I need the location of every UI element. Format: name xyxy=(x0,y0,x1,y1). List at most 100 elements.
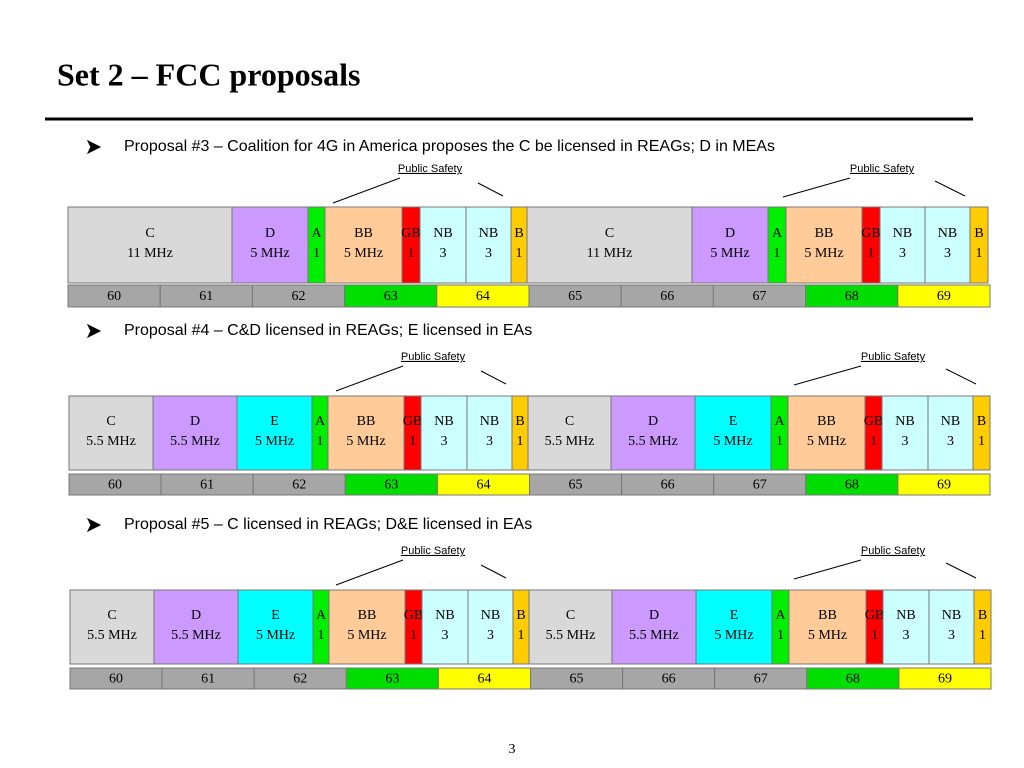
block-size: 5.5 MHz xyxy=(546,628,596,643)
pointer-line xyxy=(793,365,862,386)
spectrum-block xyxy=(879,206,926,284)
pointer-line xyxy=(782,177,851,198)
block-size: 5 MHz xyxy=(808,628,847,643)
channel-label: 69 xyxy=(937,478,951,493)
block-name: NB xyxy=(938,226,957,241)
block-size: 5 MHz xyxy=(346,434,385,449)
block-name: NB xyxy=(433,226,452,241)
block-name: NB xyxy=(480,414,499,429)
spectrum-block xyxy=(610,395,696,471)
channel-label: 65 xyxy=(568,289,582,304)
block-size: 11 MHz xyxy=(127,246,173,261)
spectrum-block xyxy=(611,589,697,665)
block-name: BB xyxy=(354,226,373,241)
block-size: 11 MHz xyxy=(587,246,633,261)
block-size: 1 xyxy=(516,246,523,261)
spectrum-block xyxy=(785,206,863,284)
channel-label: 68 xyxy=(845,478,859,493)
spectrum-block xyxy=(767,206,787,284)
spectrum-block xyxy=(527,395,612,471)
pointer-line xyxy=(945,562,977,579)
spectrum-block xyxy=(404,589,423,665)
block-size: 1 xyxy=(313,246,320,261)
block-size: 5.5 MHz xyxy=(86,434,136,449)
block-name: BB xyxy=(357,414,376,429)
block-name: GB xyxy=(865,608,884,623)
block-size: 1 xyxy=(868,246,875,261)
channel-label: 63 xyxy=(385,672,399,687)
proposal-text: Proposal #3 – Coalition for 4G in Americ… xyxy=(124,138,775,155)
block-name: A xyxy=(774,414,785,429)
spectrum-block xyxy=(973,589,992,665)
block-size: 5.5 MHz xyxy=(171,628,221,643)
block-size: 1 xyxy=(517,434,524,449)
channel-label: 62 xyxy=(293,672,307,687)
channel-label: 61 xyxy=(199,289,213,304)
channel-cell xyxy=(898,667,992,690)
block-size: 5.5 MHz xyxy=(170,434,220,449)
channel-cell xyxy=(897,284,991,308)
block-name: NB xyxy=(434,414,453,429)
channel-label: 62 xyxy=(292,289,306,304)
spectrum-block xyxy=(694,395,772,471)
pointer-line xyxy=(335,559,404,586)
block-name: B xyxy=(515,414,524,429)
spectrum-block xyxy=(312,589,330,665)
annotation: Public Safety xyxy=(861,351,926,363)
spectrum-block xyxy=(526,206,693,284)
spectrum-block xyxy=(153,589,239,665)
block-name: NB xyxy=(942,608,961,623)
block-size: 5.5 MHz xyxy=(545,434,595,449)
spectrum-block xyxy=(67,206,233,284)
spectrum-block xyxy=(324,206,403,284)
block-name: NB xyxy=(941,414,960,429)
proposal-text: Proposal #4 – C&D licensed in REAGs; E l… xyxy=(124,322,532,339)
channel-label: 64 xyxy=(476,478,490,493)
channel-label: 64 xyxy=(477,672,491,687)
channel-label: 67 xyxy=(753,289,767,304)
block-size: 3 xyxy=(899,246,906,261)
spectrum-block xyxy=(465,206,512,284)
page-number: 3 xyxy=(509,742,516,757)
block-size: 1 xyxy=(976,246,983,261)
block-name: B xyxy=(977,414,986,429)
spectrum-block xyxy=(152,395,238,471)
block-name: D xyxy=(191,608,201,623)
block-size: 3 xyxy=(485,246,492,261)
annotation: Public Safety xyxy=(401,545,466,557)
block-size: 5 MHz xyxy=(710,246,749,261)
spectrum-block xyxy=(927,395,974,471)
block-size: 5.5 MHz xyxy=(629,628,679,643)
spectrum-block xyxy=(421,589,469,665)
spectrum-block xyxy=(691,206,769,284)
spectrum-block xyxy=(770,395,789,471)
spectrum-block xyxy=(788,589,867,665)
spectrum-block xyxy=(864,395,883,471)
channel-label: 68 xyxy=(845,289,859,304)
block-size: 3 xyxy=(441,434,448,449)
block-size: 5 MHz xyxy=(344,246,383,261)
block-size: 5 MHz xyxy=(714,628,753,643)
block-name: A xyxy=(311,226,322,241)
block-size: 3 xyxy=(948,628,955,643)
channel-label: 64 xyxy=(476,289,490,304)
block-name: B xyxy=(974,226,983,241)
block-size: 3 xyxy=(947,434,954,449)
block-name: NB xyxy=(896,608,915,623)
channel-label: 63 xyxy=(384,478,398,493)
block-name: A xyxy=(775,608,786,623)
spectrum-block xyxy=(928,589,975,665)
block-name: D xyxy=(725,226,735,241)
block-size: 1 xyxy=(317,434,324,449)
block-name: A xyxy=(316,608,327,623)
pointer-line xyxy=(332,177,401,204)
block-name: NB xyxy=(479,226,498,241)
spectrum-block xyxy=(419,206,467,284)
block-name: C xyxy=(145,226,154,241)
block-size: 1 xyxy=(408,246,415,261)
channel-label: 62 xyxy=(292,478,306,493)
spectrum-block xyxy=(467,589,514,665)
channel-cell xyxy=(897,473,991,496)
spectrum-block xyxy=(401,206,421,284)
